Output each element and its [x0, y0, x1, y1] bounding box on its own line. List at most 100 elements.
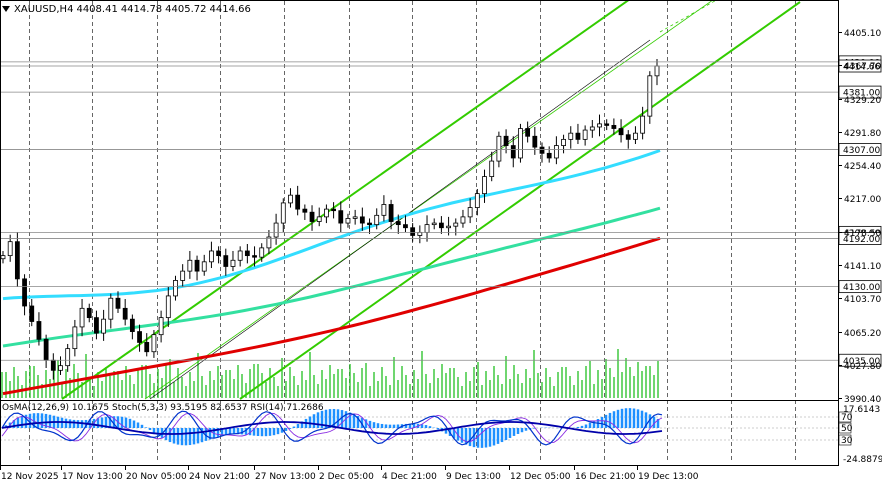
stoch-signal-line	[1, 412, 663, 444]
candle-body	[259, 247, 265, 258]
candle-body	[352, 216, 358, 219]
candle-body	[180, 270, 186, 281]
candle-body	[388, 204, 394, 222]
candle-body	[144, 342, 150, 353]
candle-body	[496, 135, 502, 162]
candle-body	[209, 250, 214, 263]
collapse-triangle-icon[interactable]	[2, 6, 10, 12]
open-price: 4408.41	[76, 3, 118, 15]
price-axis-label: 4405.10	[844, 29, 881, 39]
time-axis-label: 2 Dec 05:00	[319, 472, 374, 482]
candle-body	[489, 160, 495, 177]
candle-body	[539, 146, 545, 154]
candle-body	[22, 278, 27, 307]
candle-body	[50, 359, 56, 371]
candle-body	[359, 216, 365, 224]
candle-body	[374, 214, 380, 226]
price-axis-label: 4027.80	[844, 362, 881, 372]
candle-body	[510, 145, 516, 159]
price-axis-label: 4178.50	[844, 229, 881, 239]
time-axis-label: 17 Nov 13:00	[62, 472, 123, 482]
time-axis-label: 27 Nov 13:00	[255, 472, 316, 482]
candle-body	[640, 115, 646, 134]
channel-mid-line	[144, 0, 714, 400]
stoch-level-label: 70	[841, 413, 853, 423]
level-badge-label: 4381.00	[843, 89, 880, 99]
candle-body	[597, 123, 602, 128]
time-axis-label: 9 Dec 13:00	[446, 472, 501, 482]
candle-body	[295, 194, 301, 210]
osma-max-label: 17.6143	[843, 405, 880, 415]
candle-body	[309, 211, 315, 222]
candle-body	[589, 126, 595, 131]
trendline-thin	[149, 39, 651, 400]
candle-body	[633, 132, 638, 140]
candle-body	[604, 123, 610, 126]
candle-body	[36, 321, 42, 340]
candle-body	[518, 128, 523, 159]
time-axis-label: 20 Nov 05:00	[126, 472, 187, 482]
time-axis-label: 16 Dec 21:00	[575, 472, 636, 482]
candle-body	[194, 259, 200, 272]
candle-body	[654, 65, 660, 77]
price-axis-label: 4291.80	[844, 129, 881, 139]
candlesticks	[0, 59, 660, 380]
candle-body	[345, 218, 351, 224]
candle-body	[611, 125, 617, 129]
candle-body	[446, 225, 451, 229]
candle-body	[108, 297, 114, 320]
price-axis-label: 4329.20	[844, 96, 881, 106]
channel-lower-line	[239, 1, 801, 400]
candle-body	[395, 221, 401, 226]
indicator-header: OsMA(12,26,9) 10.1675 Stoch(5,3,3) 93.51…	[2, 403, 324, 413]
candle-body	[237, 250, 243, 261]
price-axis-label: 3990.40	[844, 395, 881, 405]
stoch-level-label: 50	[841, 424, 853, 434]
level-badge-label: 4130.00	[843, 283, 880, 293]
price-axis-label: 4141.10	[844, 262, 881, 272]
candle-body	[381, 204, 387, 216]
low-price: 4405.72	[165, 3, 207, 15]
candle-body	[266, 236, 272, 249]
candle-body	[137, 331, 142, 343]
sma-mid-line	[2, 206, 661, 348]
candle-body	[331, 208, 336, 212]
time-axis-label: 4 Dec 21:00	[382, 472, 437, 482]
candle-body	[14, 241, 20, 280]
candle-body	[618, 128, 624, 136]
candle-body	[216, 250, 222, 257]
candle-body	[115, 297, 121, 309]
candle-body	[467, 207, 473, 218]
candle-body	[438, 222, 444, 229]
candle-body	[302, 208, 308, 213]
close-price: 4414.66	[209, 3, 251, 15]
candle-body	[431, 222, 437, 226]
candle-body	[223, 255, 229, 267]
candle-body	[0, 255, 6, 260]
candle-body	[525, 128, 531, 137]
candle-body	[403, 224, 408, 229]
level-badge-label: 4307.00	[843, 146, 880, 156]
candle-body	[101, 318, 107, 334]
time-axis-label: 12 Nov 2025	[1, 472, 59, 482]
candle-body	[553, 145, 559, 159]
candle-body	[72, 326, 78, 350]
level-badge-label: 4035.00	[843, 357, 880, 367]
candle-body	[568, 132, 574, 140]
level-badge-label: 4192.00	[843, 235, 880, 245]
candle-body	[625, 134, 631, 140]
candle-body	[7, 241, 13, 257]
candle-body	[151, 334, 157, 353]
rsi-line	[1, 421, 663, 435]
candle-body	[158, 317, 164, 336]
candle-body	[460, 216, 466, 224]
candle-body	[122, 307, 128, 320]
trend-channel	[61, 0, 801, 400]
time-axis-label: 24 Nov 21:00	[189, 472, 250, 482]
candle-body	[647, 75, 653, 117]
candle-body	[79, 307, 85, 328]
candle-body	[546, 152, 552, 159]
